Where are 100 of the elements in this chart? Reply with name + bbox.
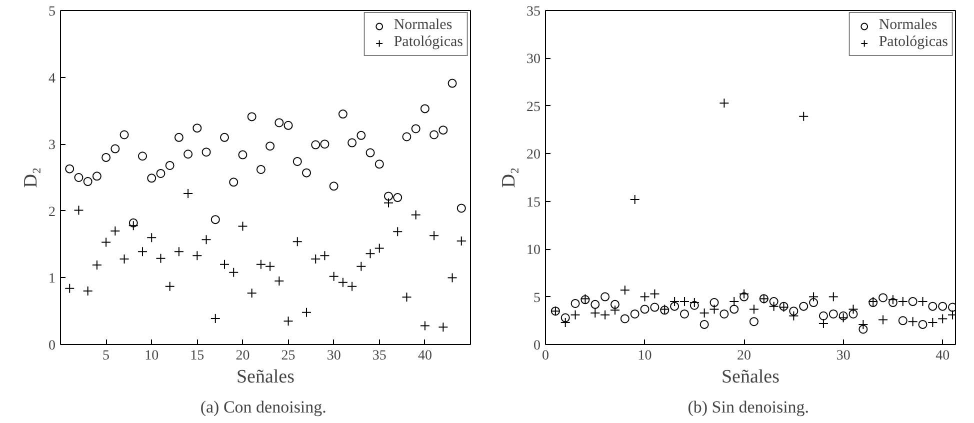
point [220, 259, 230, 270]
point [347, 281, 358, 292]
point [64, 283, 75, 294]
point [384, 192, 393, 201]
point [918, 296, 928, 307]
point [138, 152, 147, 161]
y-tick-label: 5 [48, 4, 56, 20]
legend-label: Normales [394, 17, 452, 34]
point [456, 204, 466, 213]
point [128, 220, 138, 231]
point [789, 306, 798, 316]
point [284, 120, 293, 130]
point [610, 300, 620, 309]
point [156, 253, 166, 264]
point [570, 298, 580, 308]
x-tick-label: 25 [281, 348, 296, 364]
y-tick-label: 3 [48, 138, 56, 154]
point [898, 316, 908, 326]
point [719, 98, 730, 108]
y-tick-label: 0 [48, 338, 56, 354]
point [365, 248, 376, 259]
point [620, 314, 630, 324]
legend-label: Patológicas [394, 34, 463, 51]
point [888, 294, 898, 305]
point [848, 309, 858, 318]
point [320, 250, 330, 261]
y-tick-label: 0 [534, 338, 540, 354]
point [788, 310, 799, 321]
point [430, 130, 439, 140]
point [570, 310, 580, 320]
point [878, 293, 888, 302]
point [938, 314, 948, 324]
point [338, 110, 348, 119]
point [410, 210, 421, 220]
point [768, 301, 779, 312]
point [411, 124, 420, 134]
point [590, 300, 600, 309]
point [266, 142, 275, 151]
point [858, 324, 868, 334]
point [292, 236, 302, 247]
point [908, 297, 918, 306]
point [201, 234, 212, 245]
point [560, 313, 570, 322]
point [320, 140, 330, 149]
point [908, 316, 918, 327]
point [720, 309, 729, 318]
point [640, 304, 650, 314]
point [147, 174, 156, 183]
point [246, 288, 257, 298]
y-tick-label: 1 [48, 272, 56, 287]
point [192, 124, 202, 133]
point [74, 173, 84, 182]
point [256, 259, 266, 270]
point [828, 292, 838, 302]
point [302, 307, 312, 318]
x-tick-label: 20 [236, 348, 250, 364]
point [146, 232, 157, 243]
point [640, 292, 650, 302]
x-tick-label: 40 [936, 348, 950, 364]
x-tick-label: 5 [102, 348, 110, 364]
point [438, 322, 448, 332]
point [560, 318, 570, 328]
point [898, 296, 908, 307]
point [183, 188, 194, 199]
point [710, 298, 719, 308]
point [749, 317, 758, 326]
point [809, 298, 818, 308]
x-axis-title: Señales [721, 366, 780, 388]
point [238, 221, 248, 232]
point [174, 132, 184, 142]
point [102, 152, 111, 162]
point [420, 320, 430, 331]
x-axis-title: Señales [236, 366, 295, 388]
point [690, 300, 699, 310]
point [650, 302, 660, 312]
point [679, 296, 690, 307]
point [110, 226, 120, 236]
point [220, 132, 229, 142]
point [689, 298, 700, 308]
point [192, 250, 202, 261]
point [650, 288, 660, 299]
point [165, 160, 174, 170]
point [448, 78, 457, 88]
point [302, 168, 311, 178]
point [366, 148, 375, 158]
point [769, 297, 778, 306]
point [590, 308, 600, 318]
point [828, 309, 838, 318]
x-tick-label: 10 [638, 348, 652, 364]
x-tick-label: 20 [737, 348, 752, 364]
point [128, 218, 138, 228]
point [356, 130, 366, 140]
point [310, 254, 321, 264]
point [729, 296, 740, 307]
point [918, 320, 928, 329]
point [680, 309, 689, 318]
point [393, 193, 402, 202]
point [818, 318, 828, 329]
point [798, 111, 809, 122]
point [938, 302, 948, 311]
